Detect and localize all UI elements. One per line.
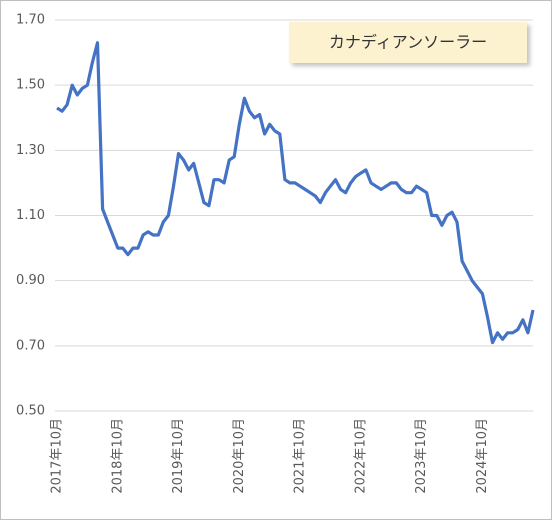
y-tick-label: 0.70 [16, 338, 45, 353]
x-tick-label: 2017年10月 [50, 418, 65, 494]
chart-title: カナディアンソーラー [329, 33, 487, 52]
x-tick-label: 2020年10月 [232, 418, 247, 494]
x-tick-label: 2023年10月 [414, 418, 429, 494]
x-tick-label: 2024年10月 [475, 418, 490, 494]
x-tick-label: 2022年10月 [353, 418, 368, 494]
x-tick-label: 2018年10月 [110, 418, 125, 494]
x-tick-label: 2021年10月 [293, 418, 308, 494]
legend-box [289, 22, 527, 63]
y-tick-label: 0.50 [16, 404, 45, 419]
y-tick-label: 1.30 [16, 143, 45, 158]
y-tick-label: 1.50 [16, 78, 45, 93]
x-tick-label: 2019年10月 [171, 418, 186, 494]
y-tick-label: 0.90 [16, 273, 45, 288]
y-tick-label: 1.10 [16, 208, 45, 223]
y-tick-label: 1.70 [16, 13, 45, 28]
data-line [56, 41, 535, 345]
